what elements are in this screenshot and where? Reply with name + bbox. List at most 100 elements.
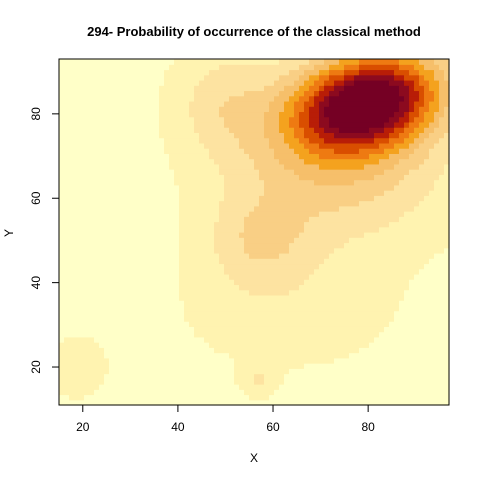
heatmap-cell	[339, 363, 345, 369]
heatmap-cell	[284, 336, 290, 343]
heatmap-cell	[294, 174, 300, 181]
heatmap-cell	[64, 237, 70, 244]
heatmap-cell	[354, 226, 360, 233]
heatmap-cell	[334, 242, 340, 249]
heatmap-cell	[394, 263, 400, 270]
heatmap-cell	[309, 106, 315, 113]
heatmap-cell	[89, 310, 95, 317]
heatmap-cell	[169, 179, 175, 186]
heatmap-cell	[154, 153, 160, 160]
heatmap-cell	[104, 352, 110, 359]
heatmap-cell	[239, 232, 245, 238]
heatmap-cell	[389, 363, 395, 369]
heatmap-cell	[139, 153, 145, 160]
heatmap-cell	[109, 200, 115, 207]
heatmap-cell	[69, 300, 75, 306]
heatmap-cell	[114, 74, 120, 81]
heatmap-cell	[229, 69, 235, 76]
heatmap-cell	[139, 326, 145, 333]
heatmap-cell	[179, 300, 185, 306]
heatmap-cell	[294, 100, 300, 107]
heatmap-cell	[159, 163, 165, 170]
heatmap-cell	[284, 174, 290, 181]
heatmap-cell	[219, 127, 225, 133]
heatmap-cell	[59, 268, 65, 275]
heatmap-cell	[329, 184, 335, 191]
heatmap-cell	[184, 331, 190, 338]
heatmap-cell	[299, 137, 305, 144]
heatmap-cell	[419, 352, 425, 359]
heatmap-cell	[249, 310, 255, 317]
heatmap-cell	[299, 237, 305, 244]
heatmap-cell	[294, 232, 300, 238]
heatmap-cell	[239, 174, 245, 181]
heatmap-cell	[364, 279, 370, 286]
heatmap-cell	[379, 399, 385, 406]
heatmap-cell	[254, 106, 260, 113]
heatmap-cell	[399, 106, 405, 113]
heatmap-cell	[219, 64, 225, 71]
heatmap-cell	[94, 326, 100, 333]
heatmap-cell	[294, 163, 300, 170]
heatmap-cell	[399, 336, 405, 343]
heatmap-cell	[224, 163, 230, 170]
heatmap-cell	[309, 221, 315, 228]
heatmap-cell	[434, 384, 440, 390]
heatmap-cell	[94, 74, 100, 81]
heatmap-cell	[309, 326, 315, 333]
heatmap-cell	[329, 326, 335, 333]
heatmap-cell	[184, 95, 190, 102]
heatmap-cell	[129, 237, 135, 244]
heatmap-cell	[174, 158, 180, 165]
heatmap-cell	[64, 59, 70, 65]
heatmap-cell	[109, 368, 115, 375]
heatmap-cell	[159, 363, 165, 369]
heatmap-cell	[424, 357, 430, 364]
heatmap-cell	[389, 300, 395, 306]
heatmap-cell	[154, 389, 160, 396]
heatmap-cell	[394, 116, 400, 123]
heatmap-cell	[84, 347, 90, 354]
heatmap-cell	[389, 237, 395, 244]
heatmap-cell	[134, 121, 140, 128]
heatmap-cell	[159, 326, 165, 333]
heatmap-cell	[154, 363, 160, 369]
heatmap-cell	[359, 326, 365, 333]
heatmap-cell	[174, 211, 180, 217]
heatmap-cell	[349, 158, 355, 165]
heatmap-cell	[229, 363, 235, 369]
heatmap-cell	[264, 221, 270, 228]
heatmap-cell	[179, 174, 185, 181]
heatmap-cell	[89, 106, 95, 113]
heatmap-cell	[129, 394, 135, 401]
heatmap-cell	[254, 153, 260, 160]
heatmap-cell	[109, 326, 115, 333]
heatmap-cell	[374, 347, 380, 354]
heatmap-cell	[89, 384, 95, 390]
heatmap-cell	[404, 347, 410, 354]
heatmap-cell	[209, 74, 215, 81]
heatmap-cell	[249, 336, 255, 343]
heatmap-cell	[299, 294, 305, 301]
heatmap-cell	[344, 326, 350, 333]
heatmap-cell	[399, 279, 405, 286]
heatmap-cell	[199, 127, 205, 133]
heatmap-cell	[274, 69, 280, 76]
heatmap-cell	[339, 190, 345, 196]
heatmap-cell	[259, 389, 265, 396]
heatmap-cell	[299, 326, 305, 333]
heatmap-cell	[214, 326, 220, 333]
heatmap-cell	[99, 315, 105, 322]
heatmap-cell	[224, 59, 230, 65]
heatmap-cell	[419, 373, 425, 380]
heatmap-cell	[304, 116, 310, 123]
heatmap-cell	[154, 59, 160, 65]
heatmap-cell	[189, 69, 195, 76]
heatmap-cell	[284, 394, 290, 401]
heatmap-cell	[219, 221, 225, 228]
heatmap-cell	[394, 357, 400, 364]
heatmap-cell	[364, 294, 370, 301]
heatmap-cell	[59, 384, 65, 390]
heatmap-cell	[84, 373, 90, 380]
heatmap-cell	[409, 331, 415, 338]
